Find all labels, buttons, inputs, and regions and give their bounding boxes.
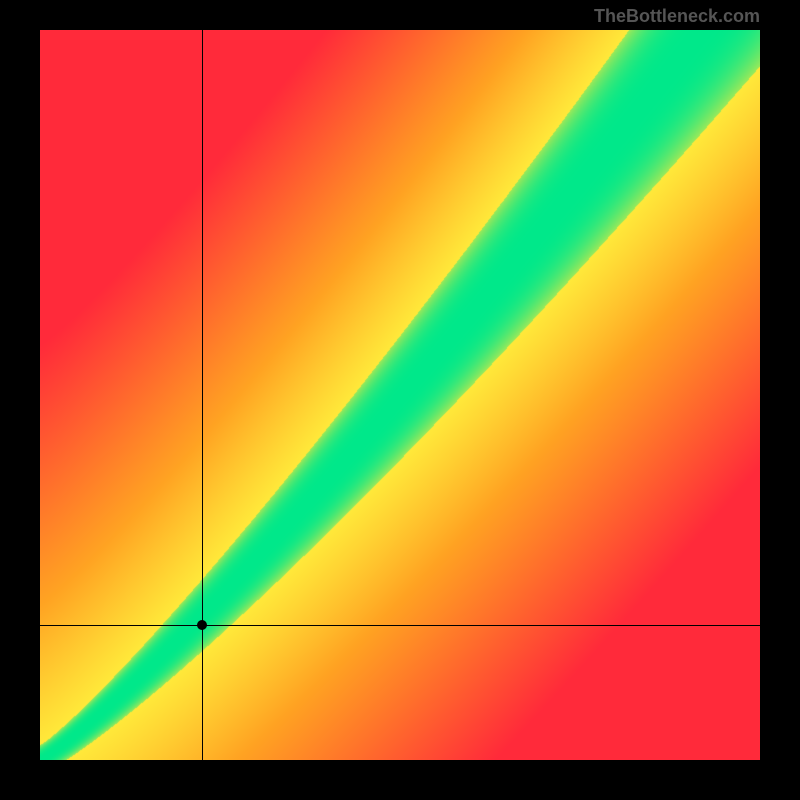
heatmap-canvas <box>40 30 760 760</box>
heatmap-plot <box>40 30 760 760</box>
watermark-text: TheBottleneck.com <box>594 6 760 27</box>
marker-point <box>197 620 207 630</box>
crosshair-vertical <box>202 30 203 760</box>
crosshair-horizontal <box>40 625 760 626</box>
